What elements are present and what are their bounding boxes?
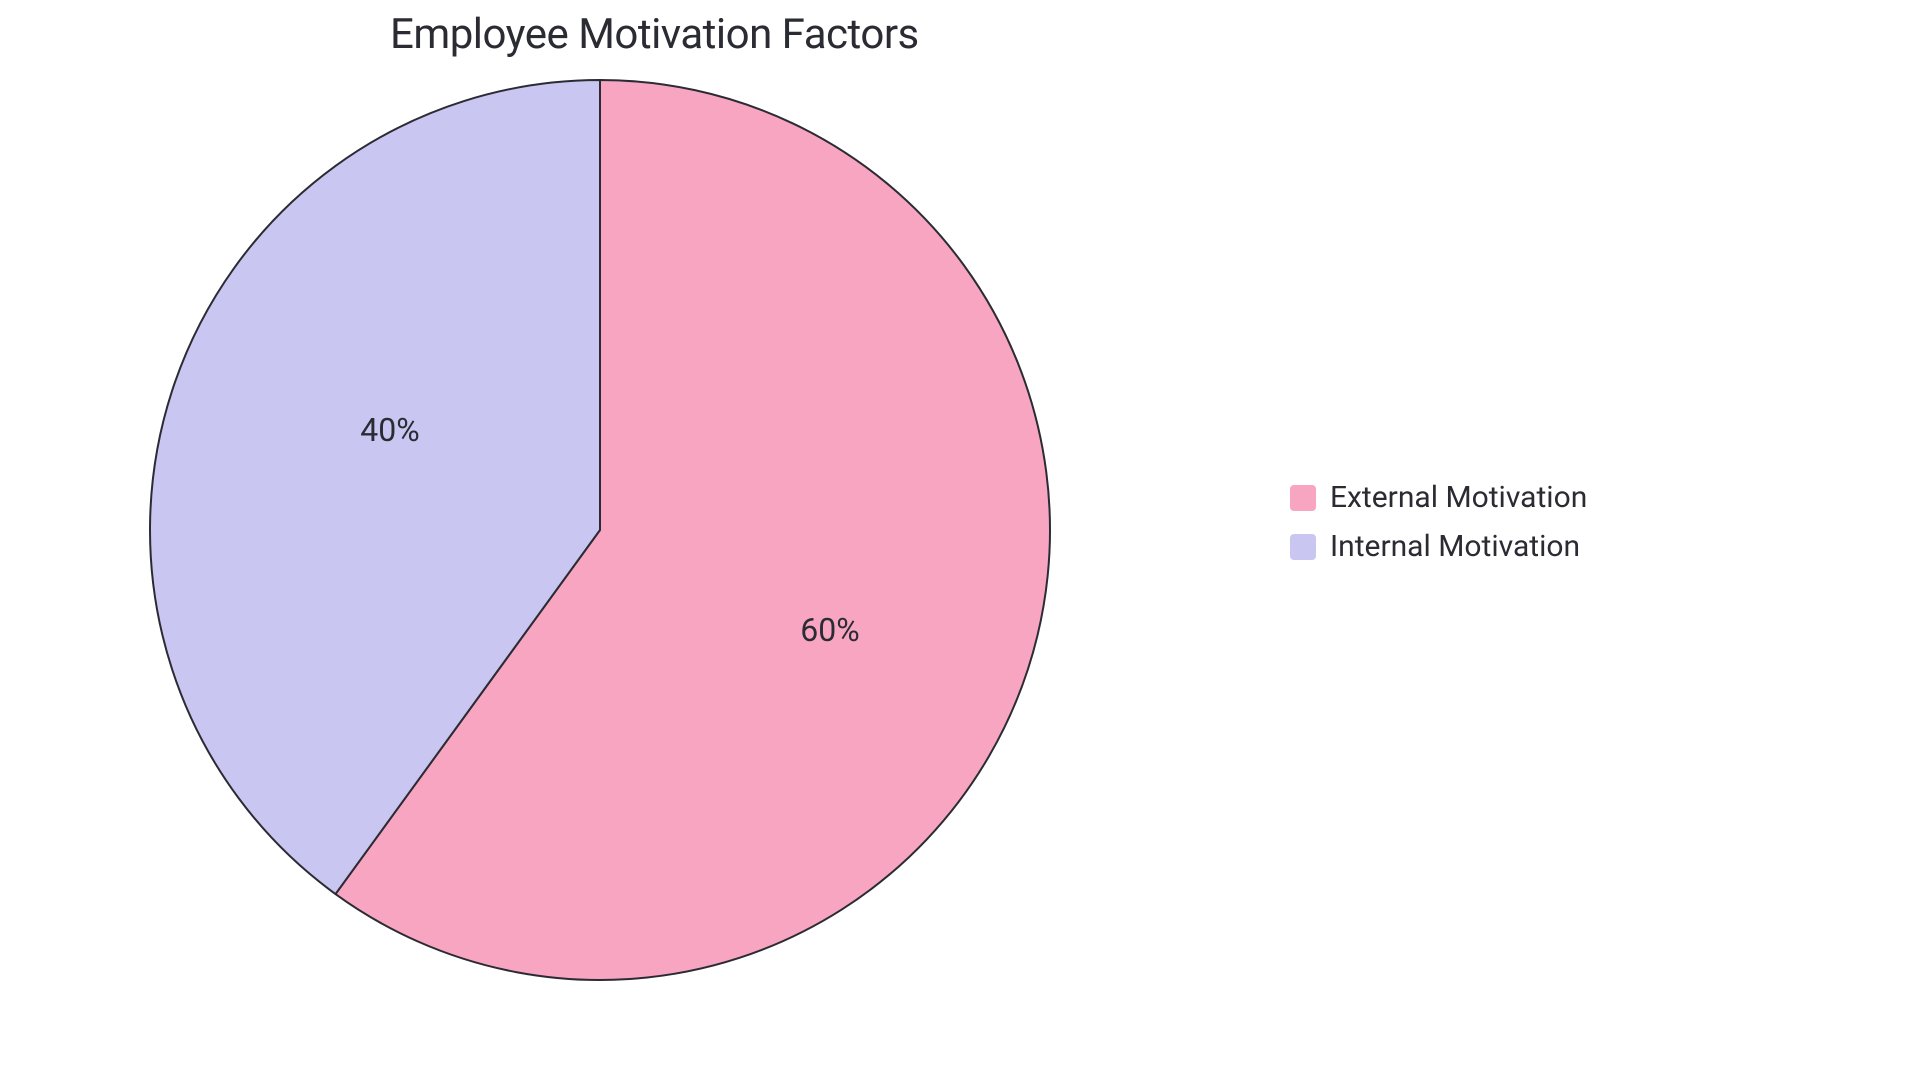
legend-swatch-1 [1290,534,1316,560]
slice-label-0: 60% [800,611,859,649]
legend-item-0: External Motivation [1290,480,1587,515]
pie-chart [0,0,1920,1080]
legend-item-1: Internal Motivation [1290,529,1587,564]
legend: External Motivation Internal Motivation [1290,480,1587,564]
pie-chart-container: Employee Motivation Factors 60%40% Exter… [0,0,1920,1080]
slice-label-1: 40% [360,411,419,449]
legend-label-0: External Motivation [1330,480,1587,515]
legend-label-1: Internal Motivation [1330,529,1580,564]
legend-swatch-0 [1290,485,1316,511]
